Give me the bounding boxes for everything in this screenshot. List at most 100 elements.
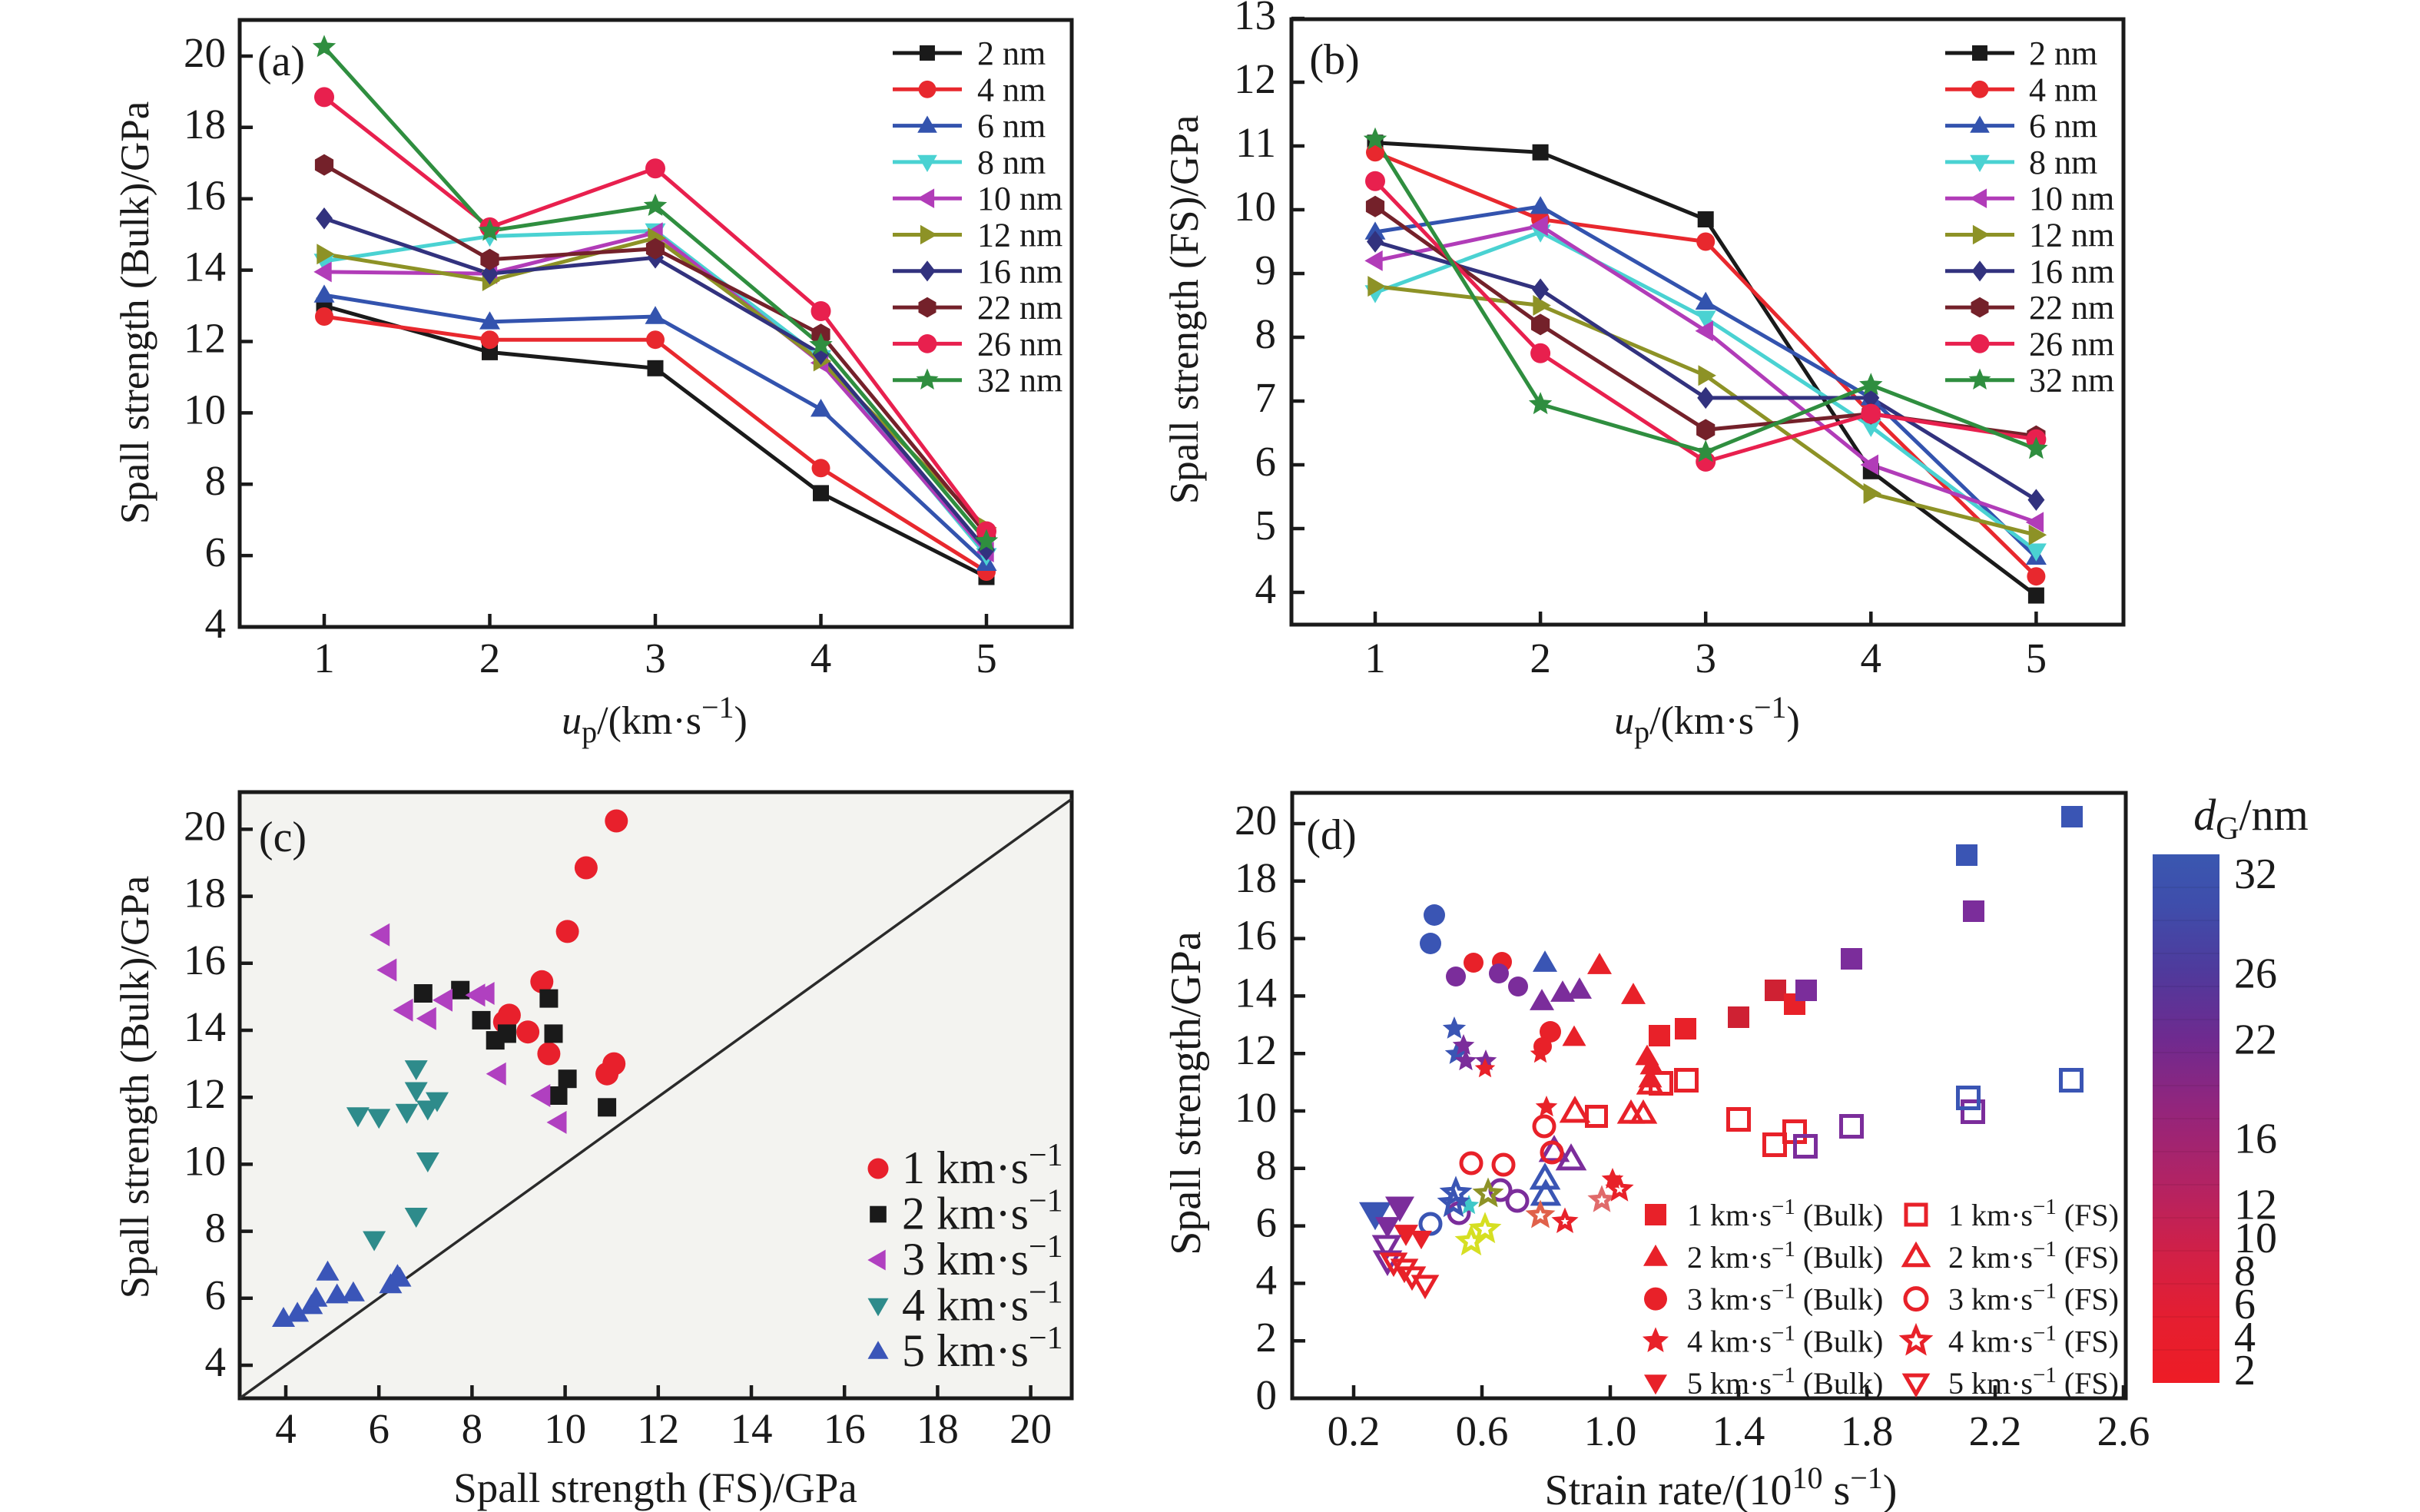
svg-text:8: 8 xyxy=(462,1405,483,1452)
svg-text:16: 16 xyxy=(824,1405,866,1452)
svg-text:0: 0 xyxy=(1256,1371,1278,1418)
svg-text:14: 14 xyxy=(1235,969,1277,1016)
svg-text:4: 4 xyxy=(2234,1314,2256,1361)
svg-text:1.0: 1.0 xyxy=(1584,1408,1637,1454)
svg-text:16: 16 xyxy=(184,172,226,219)
svg-text:22 nm: 22 nm xyxy=(2029,289,2114,327)
svg-text:10: 10 xyxy=(184,1137,226,1184)
svg-text:5: 5 xyxy=(1255,502,1277,549)
svg-text:14: 14 xyxy=(184,244,226,290)
svg-text:10 nm: 10 nm xyxy=(977,180,1062,217)
svg-text:4: 4 xyxy=(205,1338,227,1385)
svg-text:12 nm: 12 nm xyxy=(977,217,1062,254)
svg-text:dG/nm: dG/nm xyxy=(2193,790,2309,847)
svg-text:22 nm: 22 nm xyxy=(977,289,1062,327)
svg-text:18: 18 xyxy=(1235,854,1277,901)
svg-text:3 km·s−1 (FS): 3 km·s−1 (FS) xyxy=(1948,1279,2119,1317)
svg-text:4 nm: 4 nm xyxy=(977,71,1046,108)
svg-text:7: 7 xyxy=(1255,374,1277,421)
svg-text:2 km·s−1: 2 km·s−1 xyxy=(902,1184,1063,1239)
svg-text:5: 5 xyxy=(976,635,997,681)
svg-text:3: 3 xyxy=(1695,635,1716,681)
svg-text:11: 11 xyxy=(1235,119,1276,166)
svg-text:10: 10 xyxy=(184,386,226,433)
svg-text:16: 16 xyxy=(2234,1116,2277,1163)
svg-text:16 nm: 16 nm xyxy=(977,253,1062,290)
svg-text:8: 8 xyxy=(205,1205,227,1252)
svg-text:6: 6 xyxy=(1256,1199,1278,1246)
svg-text:8 nm: 8 nm xyxy=(2029,144,2097,181)
svg-text:12 nm: 12 nm xyxy=(2029,217,2114,254)
svg-text:3: 3 xyxy=(645,635,666,681)
svg-text:1.4: 1.4 xyxy=(1712,1408,1765,1454)
svg-text:Spall strength/GPa: Spall strength/GPa xyxy=(1162,931,1210,1255)
svg-text:16 nm: 16 nm xyxy=(2029,253,2114,290)
svg-text:2 km·s−1 (Bulk): 2 km·s−1 (Bulk) xyxy=(1687,1237,1883,1275)
svg-text:10: 10 xyxy=(1234,183,1276,230)
svg-text:Spall strength (FS)/GPa: Spall strength (FS)/GPa xyxy=(1162,115,1207,504)
svg-text:2.6: 2.6 xyxy=(2097,1408,2150,1454)
svg-text:13: 13 xyxy=(1234,0,1276,38)
svg-text:26 nm: 26 nm xyxy=(977,325,1062,363)
svg-text:4: 4 xyxy=(1256,1256,1278,1303)
svg-text:8: 8 xyxy=(1255,310,1277,357)
svg-text:14: 14 xyxy=(731,1405,773,1452)
svg-text:9: 9 xyxy=(1255,247,1277,293)
svg-text:2: 2 xyxy=(479,635,501,681)
svg-text:32 nm: 32 nm xyxy=(2029,362,2114,400)
svg-text:0.2: 0.2 xyxy=(1328,1408,1381,1454)
svg-text:6 nm: 6 nm xyxy=(2029,108,2097,145)
svg-text:5: 5 xyxy=(2026,635,2047,681)
svg-text:(c): (c) xyxy=(259,814,307,861)
svg-text:18: 18 xyxy=(184,870,226,917)
svg-text:0.6: 0.6 xyxy=(1456,1408,1509,1454)
svg-text:12: 12 xyxy=(1235,1026,1277,1073)
svg-text:up/(km·s−1): up/(km·s−1) xyxy=(1614,690,1800,749)
svg-text:1: 1 xyxy=(1364,635,1386,681)
svg-text:4: 4 xyxy=(1255,565,1277,612)
svg-text:20: 20 xyxy=(184,802,226,849)
svg-text:10: 10 xyxy=(2234,1215,2277,1262)
svg-text:6: 6 xyxy=(2234,1281,2256,1328)
svg-text:16: 16 xyxy=(184,937,226,983)
svg-text:1: 1 xyxy=(313,635,335,681)
svg-text:2 nm: 2 nm xyxy=(2029,35,2097,72)
svg-text:2.2: 2.2 xyxy=(1969,1408,2022,1454)
svg-text:12: 12 xyxy=(2234,1182,2277,1229)
svg-text:26 nm: 26 nm xyxy=(2029,325,2114,363)
svg-text:8: 8 xyxy=(2234,1248,2256,1295)
svg-text:10: 10 xyxy=(1235,1084,1277,1131)
svg-text:4: 4 xyxy=(275,1405,297,1452)
svg-text:6: 6 xyxy=(1255,438,1277,485)
svg-text:2: 2 xyxy=(2234,1347,2256,1394)
svg-text:8: 8 xyxy=(1256,1142,1278,1189)
svg-text:20: 20 xyxy=(184,29,226,76)
svg-text:6: 6 xyxy=(368,1405,390,1452)
svg-text:2: 2 xyxy=(1256,1314,1278,1361)
svg-text:10: 10 xyxy=(544,1405,586,1452)
svg-text:8: 8 xyxy=(205,457,227,504)
svg-text:2 km·s−1 (FS): 2 km·s−1 (FS) xyxy=(1948,1237,2119,1275)
svg-text:(a): (a) xyxy=(257,38,305,85)
svg-text:18: 18 xyxy=(917,1405,959,1452)
svg-text:12: 12 xyxy=(637,1405,679,1452)
svg-text:4: 4 xyxy=(205,600,227,647)
svg-text:2: 2 xyxy=(1530,635,1551,681)
svg-text:(d): (d) xyxy=(1306,811,1356,859)
svg-text:10 nm: 10 nm xyxy=(2029,180,2114,217)
svg-text:6: 6 xyxy=(205,529,227,575)
svg-text:Spall strength (Bulk)/GPa: Spall strength (Bulk)/GPa xyxy=(113,876,157,1299)
svg-text:18: 18 xyxy=(184,101,226,148)
svg-text:12: 12 xyxy=(184,315,226,362)
svg-text:22: 22 xyxy=(2234,1016,2277,1063)
svg-text:6: 6 xyxy=(205,1272,227,1318)
svg-text:Spall strength (FS)/GPa: Spall strength (FS)/GPa xyxy=(453,1464,857,1511)
svg-text:8 nm: 8 nm xyxy=(977,144,1046,181)
svg-text:26: 26 xyxy=(2234,950,2277,997)
svg-text:up/(km·s−1): up/(km·s−1) xyxy=(562,690,748,749)
svg-text:12: 12 xyxy=(184,1070,226,1117)
svg-text:4: 4 xyxy=(811,635,832,681)
svg-text:20: 20 xyxy=(1009,1405,1052,1452)
svg-text:4: 4 xyxy=(1861,635,1882,681)
svg-text:6 nm: 6 nm xyxy=(977,108,1046,145)
